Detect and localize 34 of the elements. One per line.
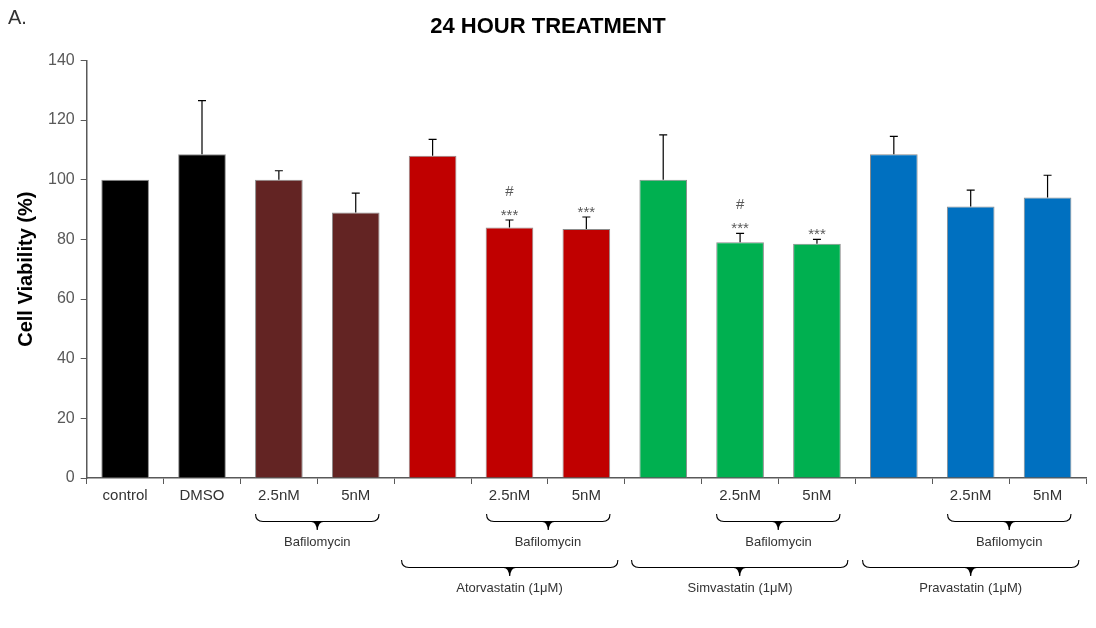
- x-tick-label: DMSO: [179, 486, 225, 504]
- y-tick-label: 80: [56, 229, 75, 247]
- text: Bafilomycin: [514, 534, 582, 550]
- y-tick-label: 20: [56, 408, 75, 426]
- text: Bafilomycin: [284, 534, 351, 550]
- annotation: ***: [808, 225, 826, 243]
- y-tick-label: 120: [47, 110, 75, 128]
- x-tick-label: 2.5nM: [488, 486, 531, 504]
- annotation: #: [505, 181, 515, 199]
- annotation: ***: [731, 219, 749, 237]
- annotation: ***: [577, 203, 596, 220]
- x-tick-label: 2.5nM: [258, 486, 300, 504]
- x-tick-label: 2.5nM: [719, 486, 761, 504]
- y-tick-label: 100: [47, 170, 75, 188]
- text: Bafilomycin: [975, 534, 1043, 550]
- text: Simvastatin (1μM): [687, 580, 793, 596]
- y-tick-label: 140: [47, 50, 75, 68]
- x-tick-label: 5nM: [341, 486, 371, 504]
- annotation: ***: [500, 205, 519, 223]
- text: Atorvastatin (1μM): [456, 580, 563, 596]
- chart-title: 24 HOUR TREATMENT: [430, 13, 667, 39]
- y-axis-title: Cell Viability (%): [13, 191, 36, 347]
- text: A.: [8, 5, 27, 28]
- text: Bafilomycin: [745, 534, 812, 550]
- x-tick-label: 5nM: [571, 486, 601, 504]
- x-tick-label: 2.5nM: [949, 486, 992, 504]
- text: Pravastatin (1μM): [919, 580, 1023, 596]
- x-tick-label: 5nM: [802, 486, 832, 504]
- annotation: #: [735, 195, 745, 213]
- y-tick-label: 40: [56, 349, 75, 367]
- y-tick-label: 0: [65, 468, 75, 486]
- x-tick-label: 5nM: [1032, 486, 1063, 504]
- y-tick-label: 60: [56, 289, 75, 307]
- x-tick-label: control: [102, 486, 148, 504]
